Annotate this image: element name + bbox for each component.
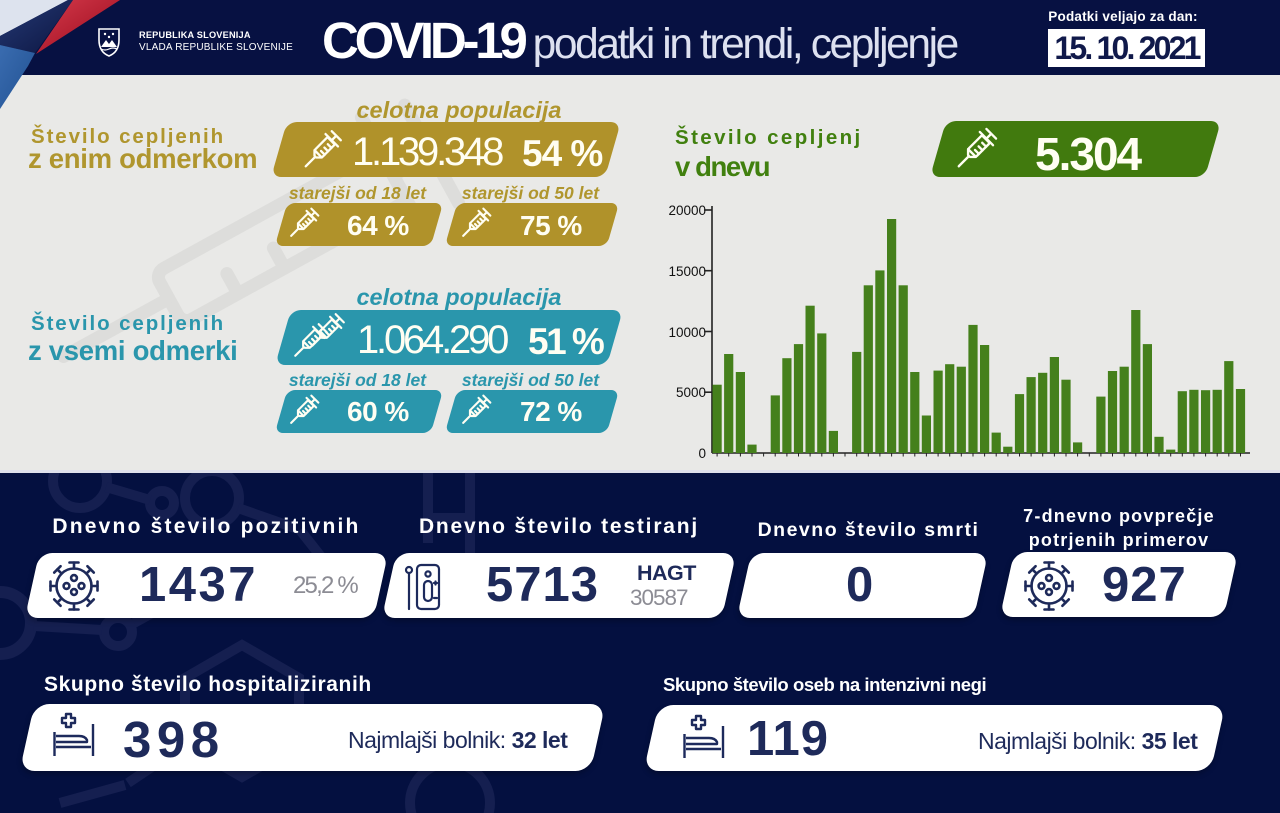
svg-text:20000: 20000 xyxy=(668,203,706,218)
svg-text:0: 0 xyxy=(698,446,706,461)
svg-text:10000: 10000 xyxy=(668,325,706,340)
svg-text:5000: 5000 xyxy=(676,385,706,400)
svg-text:15000: 15000 xyxy=(668,264,706,279)
